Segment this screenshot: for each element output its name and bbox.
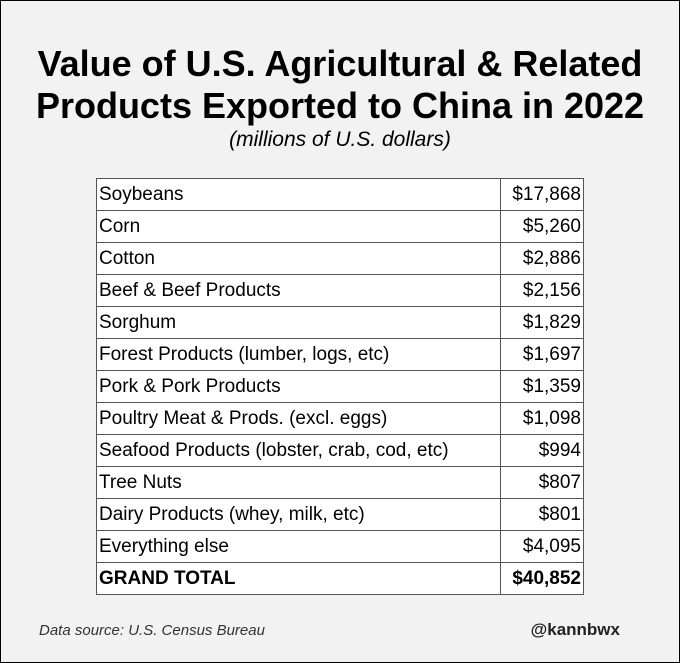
item-cell: Beef & Beef Products xyxy=(96,274,501,307)
table-row: Poultry Meat & Prods. (excl. eggs) $1,09… xyxy=(96,402,584,435)
value-cell: $1,697 xyxy=(499,338,584,371)
value-cell: $1,098 xyxy=(499,402,584,435)
title-line-2: Products Exported to China in 2022 xyxy=(35,85,645,126)
table-row: Sorghum $1,829 xyxy=(96,306,584,339)
value-cell: $994 xyxy=(499,434,584,467)
page-title: Value of U.S. Agricultural & Related Pro… xyxy=(1,43,679,127)
item-cell: Pork & Pork Products xyxy=(96,370,501,403)
title-line-1: Value of U.S. Agricultural & Related xyxy=(37,43,643,84)
value-cell: $17,868 xyxy=(499,178,584,211)
table-row: Tree Nuts $807 xyxy=(96,466,584,499)
value-cell: $4,095 xyxy=(499,530,584,563)
data-source-note: Data source: U.S. Census Bureau xyxy=(39,622,265,639)
subtitle: (millions of U.S. dollars) xyxy=(229,128,451,151)
item-cell: Everything else xyxy=(96,530,501,563)
table-row: Dairy Products (whey, milk, etc) $801 xyxy=(96,498,584,531)
table-row: Cotton $2,886 xyxy=(96,242,584,275)
item-cell: Corn xyxy=(96,210,501,243)
table-row: Corn $5,260 xyxy=(96,210,584,243)
grand-total-row: GRAND TOTAL $40,852 xyxy=(96,562,584,595)
grand-total-value: $40,852 xyxy=(499,562,584,595)
table-row: Soybeans $17,868 xyxy=(96,178,584,211)
item-cell: Forest Products (lumber, logs, etc) xyxy=(96,338,501,371)
table-row: Seafood Products (lobster, crab, cod, et… xyxy=(96,434,584,467)
exports-table: Soybeans $17,868 Corn $5,260 Cotton $2,8… xyxy=(96,178,584,595)
value-cell: $807 xyxy=(499,466,584,499)
value-cell: $1,359 xyxy=(499,370,584,403)
item-cell: Sorghum xyxy=(96,306,501,339)
table-row: Pork & Pork Products $1,359 xyxy=(96,370,584,403)
value-cell: $5,260 xyxy=(499,210,584,243)
value-cell: $2,886 xyxy=(499,242,584,275)
item-cell: Dairy Products (whey, milk, etc) xyxy=(96,498,501,531)
author-handle: @kannbwx xyxy=(530,620,620,639)
item-cell: Poultry Meat & Prods. (excl. eggs) xyxy=(96,402,501,435)
item-cell: Tree Nuts xyxy=(96,466,501,499)
table-row: Beef & Beef Products $2,156 xyxy=(96,274,584,307)
grand-total-label: GRAND TOTAL xyxy=(96,562,501,595)
value-cell: $801 xyxy=(499,498,584,531)
table-row: Everything else $4,095 xyxy=(96,530,584,563)
item-cell: Seafood Products (lobster, crab, cod, et… xyxy=(96,434,501,467)
item-cell: Soybeans xyxy=(96,178,501,211)
item-cell: Cotton xyxy=(96,242,501,275)
table-row: Forest Products (lumber, logs, etc) $1,6… xyxy=(96,338,584,371)
value-cell: $2,156 xyxy=(499,274,584,307)
value-cell: $1,829 xyxy=(499,306,584,339)
